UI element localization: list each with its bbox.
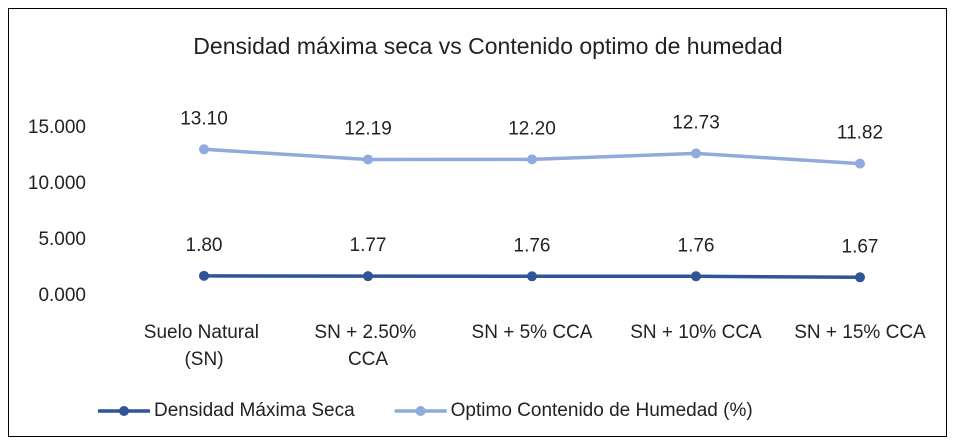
x-tick-label: Suelo Natural (SN) (144, 322, 264, 370)
data-point (527, 271, 537, 282)
legend-marker (415, 406, 426, 416)
x-tick-label: SN + 15% CCA (794, 322, 926, 343)
y-tick-label: 10.000 (28, 173, 86, 194)
legend-label: Optimo Contenido de Humedad (%) (451, 400, 753, 421)
data-label: 1.76 (678, 235, 715, 256)
chart-title: Densidad máxima seca vs Contenido optimo… (193, 33, 782, 59)
data-point (199, 270, 209, 281)
x-tick-label: SN + 5% CCA (472, 322, 593, 343)
chart-border (8, 8, 947, 437)
data-point (527, 154, 537, 165)
data-label: 12.20 (508, 118, 556, 139)
data-label: 1.76 (514, 235, 551, 256)
data-point (691, 148, 701, 159)
data-point (855, 158, 865, 169)
data-label: 12.73 (672, 112, 720, 133)
y-tick-label: 5.000 (38, 229, 86, 250)
data-point (363, 271, 373, 282)
data-point (363, 154, 373, 165)
data-point (855, 272, 865, 283)
data-label: 13.10 (180, 108, 228, 129)
legend-label: Densidad Máxima Seca (154, 400, 355, 421)
data-label: 11.82 (837, 123, 883, 144)
data-label: 12.19 (344, 118, 392, 139)
data-label: 1.67 (842, 236, 879, 257)
data-point (199, 144, 209, 155)
data-point (691, 271, 701, 282)
x-tick-label: SN + 2.50% CCA (314, 322, 421, 370)
y-tick-label: 0.000 (38, 285, 86, 306)
legend-marker (119, 406, 129, 416)
data-label: 1.80 (186, 235, 223, 256)
x-tick-label: SN + 10% CCA (630, 322, 762, 343)
y-tick-label: 15.000 (28, 117, 86, 138)
data-label: 1.77 (350, 235, 387, 256)
